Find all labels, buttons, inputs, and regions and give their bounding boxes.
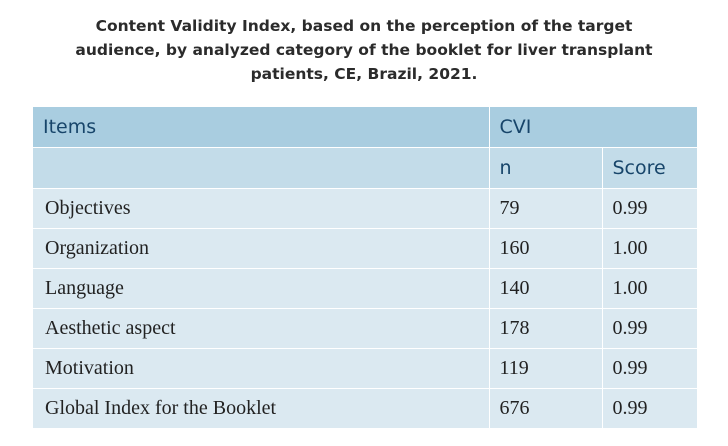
items-header: Items bbox=[33, 107, 489, 148]
score-cell: 0.99 bbox=[601, 188, 697, 229]
item-cell: Objectives bbox=[33, 188, 489, 229]
caption-line-2: audience, by analyzed category of the bo… bbox=[75, 41, 653, 59]
n-cell: 178 bbox=[488, 308, 602, 349]
header-row: Items CVI bbox=[33, 107, 697, 148]
subheader-row: n Score bbox=[33, 147, 697, 189]
n-cell: 140 bbox=[488, 268, 602, 309]
item-cell: Language bbox=[33, 268, 489, 309]
table-row: Language 140 1.00 bbox=[33, 268, 697, 309]
table-row: Organization 160 1.00 bbox=[33, 228, 697, 269]
items-subheader-blank bbox=[33, 147, 489, 189]
n-cell: 79 bbox=[488, 188, 602, 229]
score-header: Score bbox=[601, 147, 697, 189]
item-cell: Global Index for the Booklet bbox=[33, 388, 489, 428]
item-cell: Motivation bbox=[33, 348, 489, 389]
n-cell: 119 bbox=[488, 348, 602, 389]
score-cell: 1.00 bbox=[601, 268, 697, 309]
score-cell: 0.99 bbox=[601, 308, 697, 349]
table-row: Motivation 119 0.99 bbox=[33, 348, 697, 389]
cvi-table: Items CVI n Score Objectives 79 0.99 Org… bbox=[33, 107, 697, 428]
table-row: Global Index for the Booklet 676 0.99 bbox=[33, 388, 697, 428]
item-cell: Organization bbox=[33, 228, 489, 269]
score-cell: 1.00 bbox=[601, 228, 697, 269]
table-row: Aesthetic aspect 178 0.99 bbox=[33, 308, 697, 349]
caption-line-1: Content Validity Index, based on the per… bbox=[95, 17, 633, 35]
n-cell: 160 bbox=[488, 228, 602, 269]
score-cell: 0.99 bbox=[601, 348, 697, 389]
item-cell: Aesthetic aspect bbox=[33, 308, 489, 349]
caption-line-3: patients, CE, Brazil, 2021. bbox=[250, 65, 478, 83]
table-caption: Content Validity Index, based on the per… bbox=[0, 14, 728, 86]
cvi-header: CVI bbox=[488, 107, 697, 148]
score-cell: 0.99 bbox=[601, 388, 697, 428]
n-header: n bbox=[488, 147, 602, 189]
table-row: Objectives 79 0.99 bbox=[33, 188, 697, 229]
n-cell: 676 bbox=[488, 388, 602, 428]
